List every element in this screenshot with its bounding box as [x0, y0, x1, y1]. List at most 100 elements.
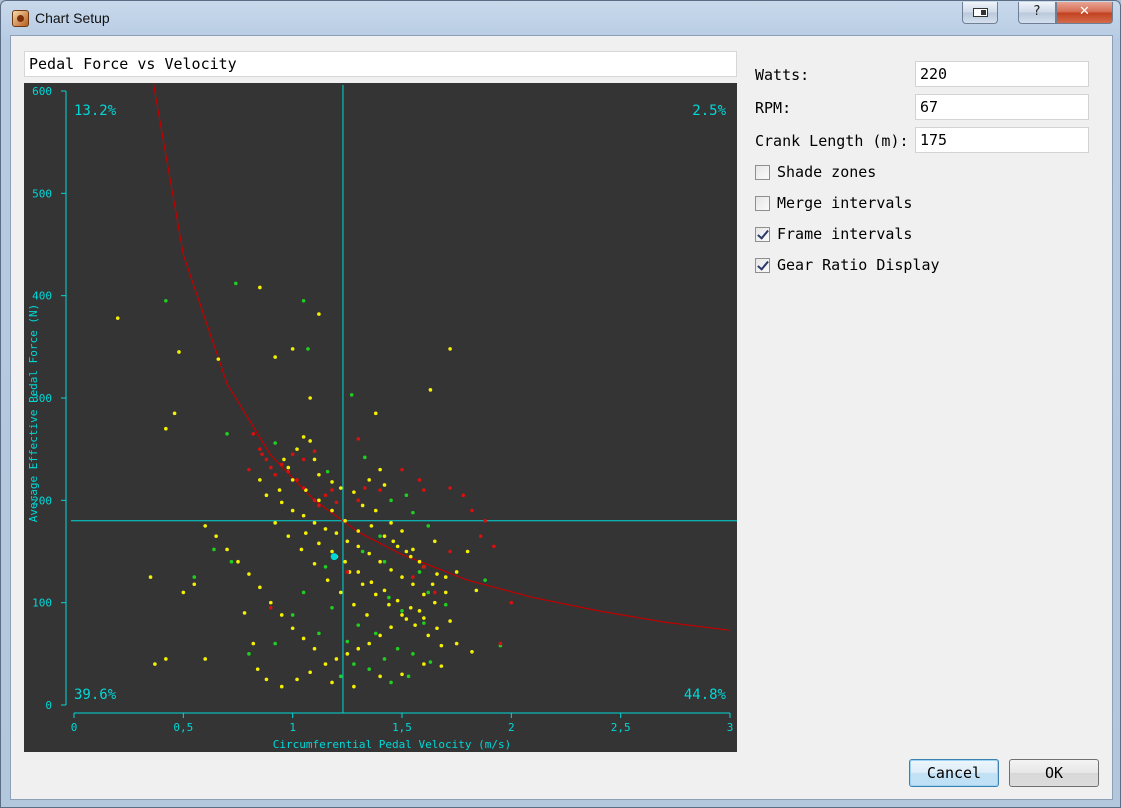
gear-ratio-display-box[interactable]	[755, 258, 770, 273]
y-tick-label: 600	[32, 85, 52, 98]
scatter-point-green	[382, 657, 387, 661]
scatter-point-red	[258, 447, 262, 451]
scatter-point-yellow	[330, 680, 334, 685]
merge-intervals-box[interactable]	[755, 196, 770, 211]
scatter-point-yellow	[338, 590, 343, 595]
scatter-point-red	[400, 467, 404, 472]
scatter-point-green	[273, 441, 277, 445]
scatter-point-yellow	[443, 575, 448, 579]
scatter-point-yellow	[290, 626, 295, 631]
scatter-point-green	[417, 570, 422, 574]
scatter-point-yellow	[426, 633, 431, 638]
scatter-point-yellow	[258, 585, 262, 590]
scatter-point-red	[330, 488, 334, 492]
frame-intervals-box[interactable]	[755, 227, 770, 242]
scatter-point-red	[411, 575, 415, 579]
scatter-point-green	[212, 547, 216, 552]
scatter-point-green	[164, 298, 168, 303]
scatter-point-red	[251, 432, 256, 436]
scatter-point-green	[363, 455, 367, 460]
scatter-point-yellow	[286, 534, 291, 538]
cancel-button[interactable]: Cancel	[909, 759, 999, 787]
scatter-point-yellow	[172, 411, 177, 416]
scatter-point-yellow	[382, 534, 387, 538]
scatter-point-green	[301, 298, 306, 303]
scatter-point-yellow	[382, 588, 387, 593]
rpm-input[interactable]: 67	[915, 94, 1089, 120]
scatter-point-red	[295, 478, 299, 482]
scatter-point-yellow	[290, 508, 295, 513]
scatter-point-red	[422, 488, 426, 492]
scatter-point-yellow	[373, 411, 378, 416]
scatter-point-yellow	[330, 508, 334, 513]
watts-label: Watts:	[755, 66, 810, 84]
scatter-point-green	[378, 534, 382, 538]
scatter-point-yellow	[387, 602, 391, 607]
watts-input[interactable]: 220	[915, 61, 1089, 87]
scatter-point-yellow	[422, 662, 426, 666]
scatter-point-red	[264, 457, 269, 462]
scatter-point-yellow	[148, 575, 153, 579]
crank-length-label: Crank Length (m):	[755, 132, 909, 150]
scatter-point-yellow	[352, 490, 356, 494]
scatter-point-green	[192, 575, 197, 579]
scatter-point-yellow	[448, 347, 452, 351]
scatter-point-red	[478, 534, 483, 538]
scatter-point-green	[411, 510, 415, 515]
x-tick-label: 1	[289, 721, 296, 734]
scatter-point-yellow	[367, 551, 372, 556]
scatter-point-yellow	[317, 472, 321, 477]
scatter-point-yellow	[343, 559, 347, 564]
scatter-point-yellow	[312, 561, 317, 566]
scatter-point-yellow	[395, 598, 400, 603]
scatter-point-yellow	[264, 493, 269, 498]
scatter-point-yellow	[373, 592, 378, 597]
y-tick-label: 100	[32, 597, 52, 610]
scatter-point-yellow	[408, 554, 413, 559]
scatter-point-red	[448, 486, 452, 490]
scatter-point-green	[306, 347, 310, 351]
scatter-point-yellow	[465, 549, 470, 554]
scatter-point-green	[395, 646, 400, 651]
scatter-point-yellow	[433, 600, 437, 605]
scatter-point-yellow	[295, 447, 299, 451]
scatter-point-green	[317, 631, 321, 636]
chart-title-input[interactable]: Pedal Force vs Velocity	[24, 51, 737, 77]
power-curve	[152, 83, 731, 631]
scatter-point-green	[426, 590, 431, 595]
scatter-point-yellow	[303, 531, 308, 535]
scatter-point-yellow	[153, 662, 157, 666]
scatter-point-yellow	[400, 672, 404, 677]
scatter-point-yellow	[264, 677, 269, 682]
close-button[interactable]: ✕	[1056, 2, 1113, 24]
y-tick-label: 200	[32, 494, 52, 507]
scatter-point-yellow	[225, 547, 229, 552]
x-axis-label: Circumferential Pedal Velocity (m/s)	[273, 738, 511, 751]
scatter-point-yellow	[177, 350, 181, 354]
scatter-point-red	[356, 498, 361, 503]
shade-zones-box[interactable]	[755, 165, 770, 180]
help-button[interactable]: ?	[1018, 2, 1056, 24]
scatter-point-yellow	[378, 633, 382, 638]
scatter-point-yellow	[433, 539, 437, 544]
scatter-point-red	[470, 508, 474, 513]
scatter-point-green	[349, 393, 354, 397]
pin-icon[interactable]	[962, 2, 998, 24]
quadrant-bottom-left-label: 39.6%	[74, 687, 117, 703]
scatter-point-yellow	[308, 439, 312, 443]
scatter-point-yellow	[378, 559, 382, 564]
scatter-point-green	[225, 432, 229, 436]
title-bar[interactable]: Chart Setup ? ✕	[1, 1, 1120, 35]
ok-button[interactable]: OK	[1009, 759, 1099, 787]
scatter-point-red	[286, 469, 291, 474]
merge-intervals-label: Merge intervals	[777, 194, 913, 212]
y-tick-label: 300	[32, 392, 52, 405]
crank-length-input[interactable]: 175	[915, 127, 1089, 153]
scatter-point-green	[387, 595, 391, 600]
scatter-point-red	[301, 486, 306, 490]
scatter-point-red	[509, 600, 514, 605]
scatter-point-yellow	[352, 684, 356, 689]
scatter-point-red	[422, 565, 426, 569]
scatter-point-green	[301, 590, 306, 595]
